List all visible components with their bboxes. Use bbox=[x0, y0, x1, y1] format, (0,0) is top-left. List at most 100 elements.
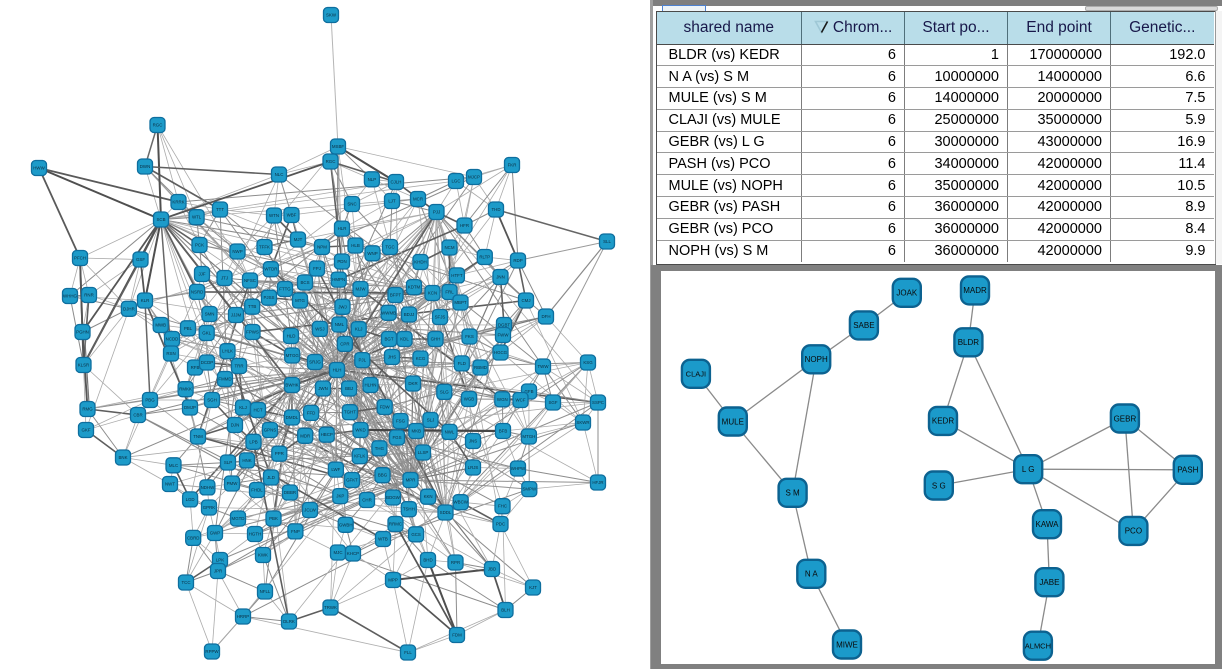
svg-text:SABE: SABE bbox=[853, 321, 874, 330]
svg-text:BCS: BCS bbox=[300, 280, 309, 285]
svg-text:MSBF: MSBF bbox=[332, 144, 345, 149]
svg-text:BBJ: BBJ bbox=[345, 386, 353, 391]
svg-text:SKWR: SKWR bbox=[576, 420, 589, 425]
svg-text:KKN: KKN bbox=[424, 494, 433, 499]
svg-text:RDP: RDP bbox=[513, 258, 522, 263]
svg-text:WGB: WGB bbox=[464, 397, 475, 402]
svg-text:FDM: FDM bbox=[452, 633, 462, 638]
svg-text:MJCP: MJCP bbox=[468, 175, 480, 180]
svg-text:WBCW: WBCW bbox=[454, 500, 469, 505]
svg-text:PJJ: PJJ bbox=[433, 210, 440, 215]
svg-text:NCM: NCM bbox=[445, 245, 455, 250]
svg-text:HWW: HWW bbox=[33, 166, 45, 171]
svg-text:KAWA: KAWA bbox=[1036, 520, 1060, 529]
svg-text:MDR: MDR bbox=[300, 433, 310, 438]
svg-text:LPK: LPK bbox=[216, 558, 224, 563]
svg-text:JABE: JABE bbox=[1039, 578, 1059, 587]
svg-text:ALMCH: ALMCH bbox=[1025, 642, 1051, 651]
svg-text:PDN: PDN bbox=[337, 259, 346, 264]
svg-text:HFJR: HFJR bbox=[592, 480, 603, 485]
svg-text:MIWE: MIWE bbox=[836, 640, 858, 649]
svg-text:NLP: NLP bbox=[368, 177, 377, 182]
svg-text:SLG: SLG bbox=[440, 389, 449, 394]
svg-text:BFPT: BFPT bbox=[390, 293, 402, 298]
svg-text:RPR: RPR bbox=[451, 560, 460, 565]
svg-text:WSJ: WSJ bbox=[315, 326, 324, 331]
svg-text:SDDL: SDDL bbox=[440, 510, 452, 515]
svg-text:KLJ: KLJ bbox=[239, 405, 247, 410]
svg-text:JCLW: JCLW bbox=[304, 508, 316, 513]
svg-text:MLC: MLC bbox=[169, 463, 178, 468]
svg-text:NPM: NPM bbox=[317, 245, 327, 250]
svg-text:TGHT: TGHT bbox=[344, 410, 356, 415]
svg-text:TRR: TRR bbox=[234, 364, 243, 369]
svg-text:LHLK: LHLK bbox=[222, 349, 233, 354]
svg-text:RRMC: RRMC bbox=[389, 522, 402, 527]
svg-text:WKD: WKD bbox=[355, 428, 365, 433]
svg-text:SGH: SGH bbox=[207, 398, 217, 403]
svg-text:N A: N A bbox=[805, 570, 819, 579]
svg-text:TWW: TWW bbox=[538, 364, 550, 369]
svg-text:SMN: SMN bbox=[205, 312, 215, 317]
svg-text:FHDL: FHDL bbox=[251, 488, 263, 493]
svg-text:FKS: FKS bbox=[465, 334, 474, 339]
svg-text:SCB: SCB bbox=[156, 217, 165, 222]
svg-text:RBMD: RBMD bbox=[474, 365, 487, 370]
svg-text:NWL: NWL bbox=[445, 429, 455, 434]
svg-text:CLAJI: CLAJI bbox=[686, 370, 706, 379]
svg-text:MGTD: MGTD bbox=[232, 516, 245, 521]
svg-text:MTGG: MTGG bbox=[286, 353, 300, 358]
svg-text:MCR: MCR bbox=[413, 197, 423, 202]
svg-text:JLD: JLD bbox=[267, 475, 275, 480]
svg-text:LWF: LWF bbox=[331, 467, 340, 472]
svg-text:CBRD: CBRD bbox=[187, 535, 199, 540]
svg-text:THD: THD bbox=[491, 207, 500, 212]
svg-text:DJHR: DJHR bbox=[123, 306, 135, 311]
svg-text:GKF: GKF bbox=[81, 428, 90, 433]
svg-text:GFB: GFB bbox=[524, 389, 533, 394]
svg-text:HNK: HNK bbox=[242, 458, 251, 463]
svg-text:GSF: GSF bbox=[136, 257, 145, 262]
svg-text:DLRK: DLRK bbox=[283, 619, 295, 624]
svg-text:RMKK: RMKK bbox=[179, 387, 192, 392]
svg-text:BWHK: BWHK bbox=[285, 383, 298, 388]
svg-text:NWT: NWT bbox=[165, 482, 175, 487]
svg-text:HLHN: HLHN bbox=[365, 383, 377, 388]
svg-text:BFB: BFB bbox=[499, 429, 508, 434]
svg-text:RMG: RMG bbox=[82, 407, 93, 412]
svg-text:PCK: PCK bbox=[195, 243, 204, 248]
svg-text:SNC: SNC bbox=[347, 202, 356, 207]
svg-text:GCS: GCS bbox=[411, 532, 421, 537]
svg-text:BLH: BLH bbox=[501, 608, 510, 613]
svg-text:LRJS: LRJS bbox=[468, 465, 479, 470]
svg-text:HCT: HCT bbox=[253, 408, 262, 413]
svg-text:FLL: FLL bbox=[404, 650, 412, 655]
svg-text:KFLK: KFLK bbox=[354, 454, 365, 459]
svg-text:S G: S G bbox=[932, 481, 946, 490]
svg-text:NML: NML bbox=[335, 322, 345, 327]
svg-text:GWP: GWP bbox=[210, 531, 221, 536]
svg-text:GPNS: GPNS bbox=[264, 428, 277, 433]
svg-text:LLSP: LLSP bbox=[418, 450, 429, 455]
svg-text:FTTG: FTTG bbox=[279, 287, 291, 292]
svg-text:PJSS: PJSS bbox=[264, 295, 275, 300]
svg-text:JHS: JHS bbox=[388, 355, 396, 360]
svg-text:HMPN: HMPN bbox=[332, 277, 345, 282]
svg-text:DMDL: DMDL bbox=[286, 415, 299, 420]
svg-text:FDW: FDW bbox=[380, 405, 391, 410]
svg-text:FMMD: FMMD bbox=[218, 377, 231, 382]
svg-text:HLD: HLD bbox=[287, 334, 296, 339]
svg-text:NWP: NWP bbox=[232, 249, 242, 254]
svg-text:FPWS: FPWS bbox=[246, 330, 259, 335]
svg-text:NCDD: NCDD bbox=[166, 337, 179, 342]
svg-text:MJC: MJC bbox=[333, 550, 342, 555]
svg-text:PJL: PJL bbox=[359, 358, 367, 363]
svg-text:HLH: HLH bbox=[333, 368, 342, 373]
svg-text:HGCG: HGCG bbox=[494, 350, 508, 355]
svg-text:DFH: DFH bbox=[541, 314, 550, 319]
svg-text:MTGH: MTGH bbox=[522, 434, 535, 439]
svg-text:JTJ: JTJ bbox=[221, 276, 228, 281]
svg-text:NOPH: NOPH bbox=[805, 355, 828, 364]
svg-text:WHHG: WHHG bbox=[63, 294, 77, 299]
svg-text:JKP: JKP bbox=[336, 494, 344, 499]
